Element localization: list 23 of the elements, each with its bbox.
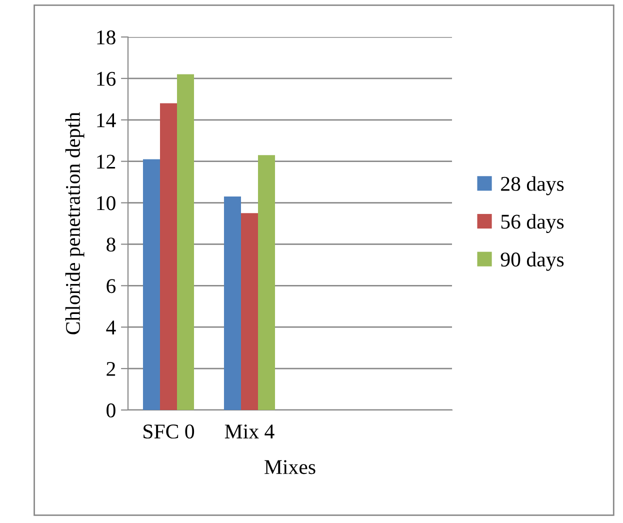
y-tick-label: 2 <box>106 362 116 376</box>
x-axis-title: Mixes <box>264 460 316 474</box>
bar <box>142 159 160 410</box>
legend-label: 56 days <box>501 214 564 234</box>
y-tick-label: 18 <box>97 30 116 44</box>
y-axis-title: Chloride penetration depth <box>65 112 84 334</box>
bar <box>177 74 194 410</box>
y-tick-label: 6 <box>106 279 116 294</box>
legend-label: 90 days <box>500 252 564 271</box>
legend-label: 28 days <box>501 176 564 196</box>
bar <box>224 196 241 410</box>
y-tick-label: 12 <box>97 154 116 169</box>
y-tick-label: 8 <box>106 238 116 252</box>
bar <box>160 103 178 410</box>
y-tick-label: 16 <box>97 72 116 86</box>
y-tick-label: 0 <box>106 403 116 418</box>
bar <box>240 213 258 410</box>
y-tick-label: 14 <box>97 113 116 128</box>
x-tick-label: SFC 0 <box>144 424 194 439</box>
bar <box>258 155 276 410</box>
y-tick-label: 4 <box>106 320 116 334</box>
y-tick-label: 10 <box>97 196 116 210</box>
x-tick-label: Mix 4 <box>224 424 274 438</box>
